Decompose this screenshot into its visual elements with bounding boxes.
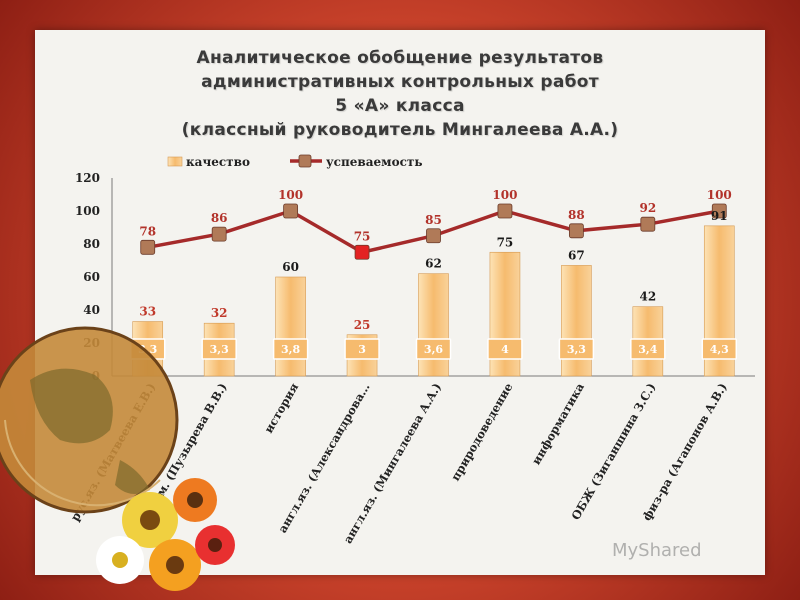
avg-mark-box	[487, 338, 523, 360]
legend-marker-performance	[298, 154, 312, 168]
avg-mark-label: 3,3	[567, 343, 586, 356]
line-point	[640, 216, 656, 232]
avg-mark-box	[701, 338, 738, 360]
line-value-label: 100	[492, 188, 517, 202]
bar-value-label: 33	[139, 305, 156, 319]
bar-value-label: 42	[639, 290, 656, 304]
x-tick-label: рус.яз. (Матвеева Е.В.)	[68, 381, 159, 524]
bar-value-label: 62	[425, 257, 442, 271]
legend-label-performance: успеваемость	[326, 155, 422, 169]
title-line-3: 5 «А» класса	[335, 96, 465, 116]
line-point	[711, 203, 727, 219]
line-point	[354, 244, 370, 260]
bar-value-label: 60	[282, 260, 299, 274]
line-point	[426, 228, 441, 244]
line-value-label: 100	[707, 188, 732, 202]
line-value-label: 75	[354, 229, 371, 243]
line-value-label: 92	[639, 201, 656, 215]
x-tick-label: матем. (Пузырева В.В.)	[138, 381, 230, 527]
line-point	[211, 226, 227, 242]
line-point	[497, 203, 513, 219]
bar-quality	[418, 273, 449, 377]
title-line-1: Аналитическое обобщение результатов	[196, 48, 604, 68]
y-tick-label: 120	[75, 171, 100, 185]
line-point	[140, 239, 156, 255]
avg-mark-box	[272, 338, 309, 360]
x-tick-label: физ-ра (Агапонов А.В.)	[639, 381, 729, 524]
title-line-2: административных контрольных работ	[201, 72, 599, 92]
x-tick-label: ОБЖ (Зиганшина З.С.)	[568, 381, 658, 523]
line-value-label: 85	[425, 213, 442, 227]
line-value-label: 100	[278, 188, 303, 202]
avg-mark-box	[344, 338, 380, 360]
watermark: MyShared	[612, 540, 702, 561]
bar-value-label: 91	[711, 209, 728, 223]
x-tick-label: природоведение	[448, 381, 515, 484]
y-tick-label: 20	[83, 336, 100, 350]
avg-mark-label: 3	[358, 343, 366, 356]
avg-mark-box	[415, 338, 452, 360]
y-tick-label: 0	[92, 369, 100, 383]
avg-mark-label: 3,6	[424, 343, 443, 356]
title-line-4: (классный руководитель Мингалеева А.А.)	[181, 120, 619, 140]
avg-mark-label: 4	[501, 343, 509, 356]
y-tick-label: 40	[83, 303, 100, 317]
bar-value-label: 32	[211, 306, 228, 320]
y-tick-label: 60	[83, 270, 100, 284]
bar-value-label: 75	[497, 235, 514, 249]
line-value-label: 88	[568, 208, 585, 222]
y-tick-label: 80	[83, 237, 100, 251]
bar-quality	[275, 276, 306, 377]
x-tick-label: информатика	[529, 380, 587, 467]
bar-value-label: 67	[568, 248, 585, 262]
avg-mark-box	[201, 338, 237, 360]
line-point	[283, 203, 299, 219]
line-value-label: 78	[139, 224, 156, 238]
x-tick-label: история	[261, 380, 301, 435]
legend-label-quality: качество	[186, 155, 250, 169]
avg-mark-label: 3,3	[210, 343, 229, 356]
avg-mark-label: 3,8	[281, 343, 300, 356]
y-tick-label: 100	[75, 204, 100, 218]
bar-value-label: 25	[354, 318, 371, 332]
avg-mark-label: 3,3	[138, 343, 157, 356]
legend-swatch-quality	[167, 156, 183, 167]
avg-mark-box	[558, 338, 595, 360]
avg-mark-label: 4,3	[710, 343, 729, 356]
line-value-label: 86	[211, 211, 228, 225]
avg-mark-label: 3,4	[638, 343, 657, 356]
avg-mark-box	[630, 338, 666, 360]
line-point	[568, 223, 584, 239]
